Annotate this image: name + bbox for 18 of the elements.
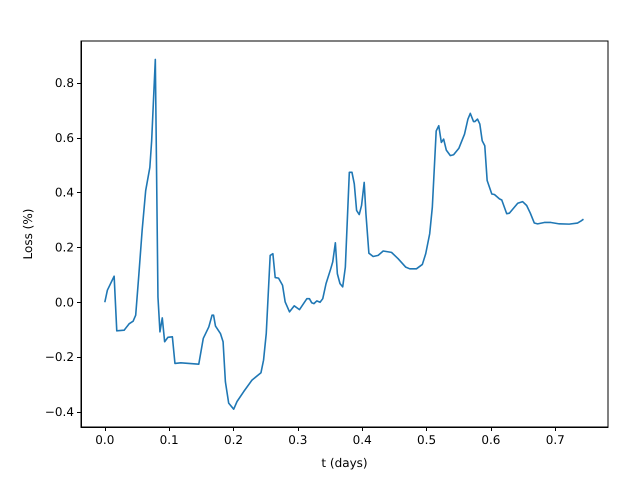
x-tick-label: 0.2	[224, 433, 244, 447]
y-tick-label: 0.4	[54, 186, 74, 200]
y-tick-label: 0.8	[54, 76, 74, 90]
x-tick-label: 0.0	[95, 433, 114, 447]
y-tick-label: −0.4	[44, 404, 74, 419]
x-axis-title: t (days)	[321, 456, 368, 470]
x-tick-label: 0.7	[546, 433, 565, 447]
x-tick-label: 0.4	[352, 433, 372, 447]
y-tick-label: 0.2	[54, 240, 74, 254]
y-tick-label: 0.0	[54, 295, 74, 310]
y-axis-title: Loss (%)	[20, 208, 35, 260]
y-tick-label: 0.6	[54, 130, 74, 145]
x-tick-label: 0.5	[416, 433, 436, 447]
x-tick-label: 0.6	[481, 433, 500, 447]
y-tick-label: −0.2	[44, 350, 74, 364]
line-series	[104, 58, 584, 410]
x-tick-label: 0.1	[160, 433, 179, 447]
x-tick-label: 0.3	[288, 433, 308, 447]
